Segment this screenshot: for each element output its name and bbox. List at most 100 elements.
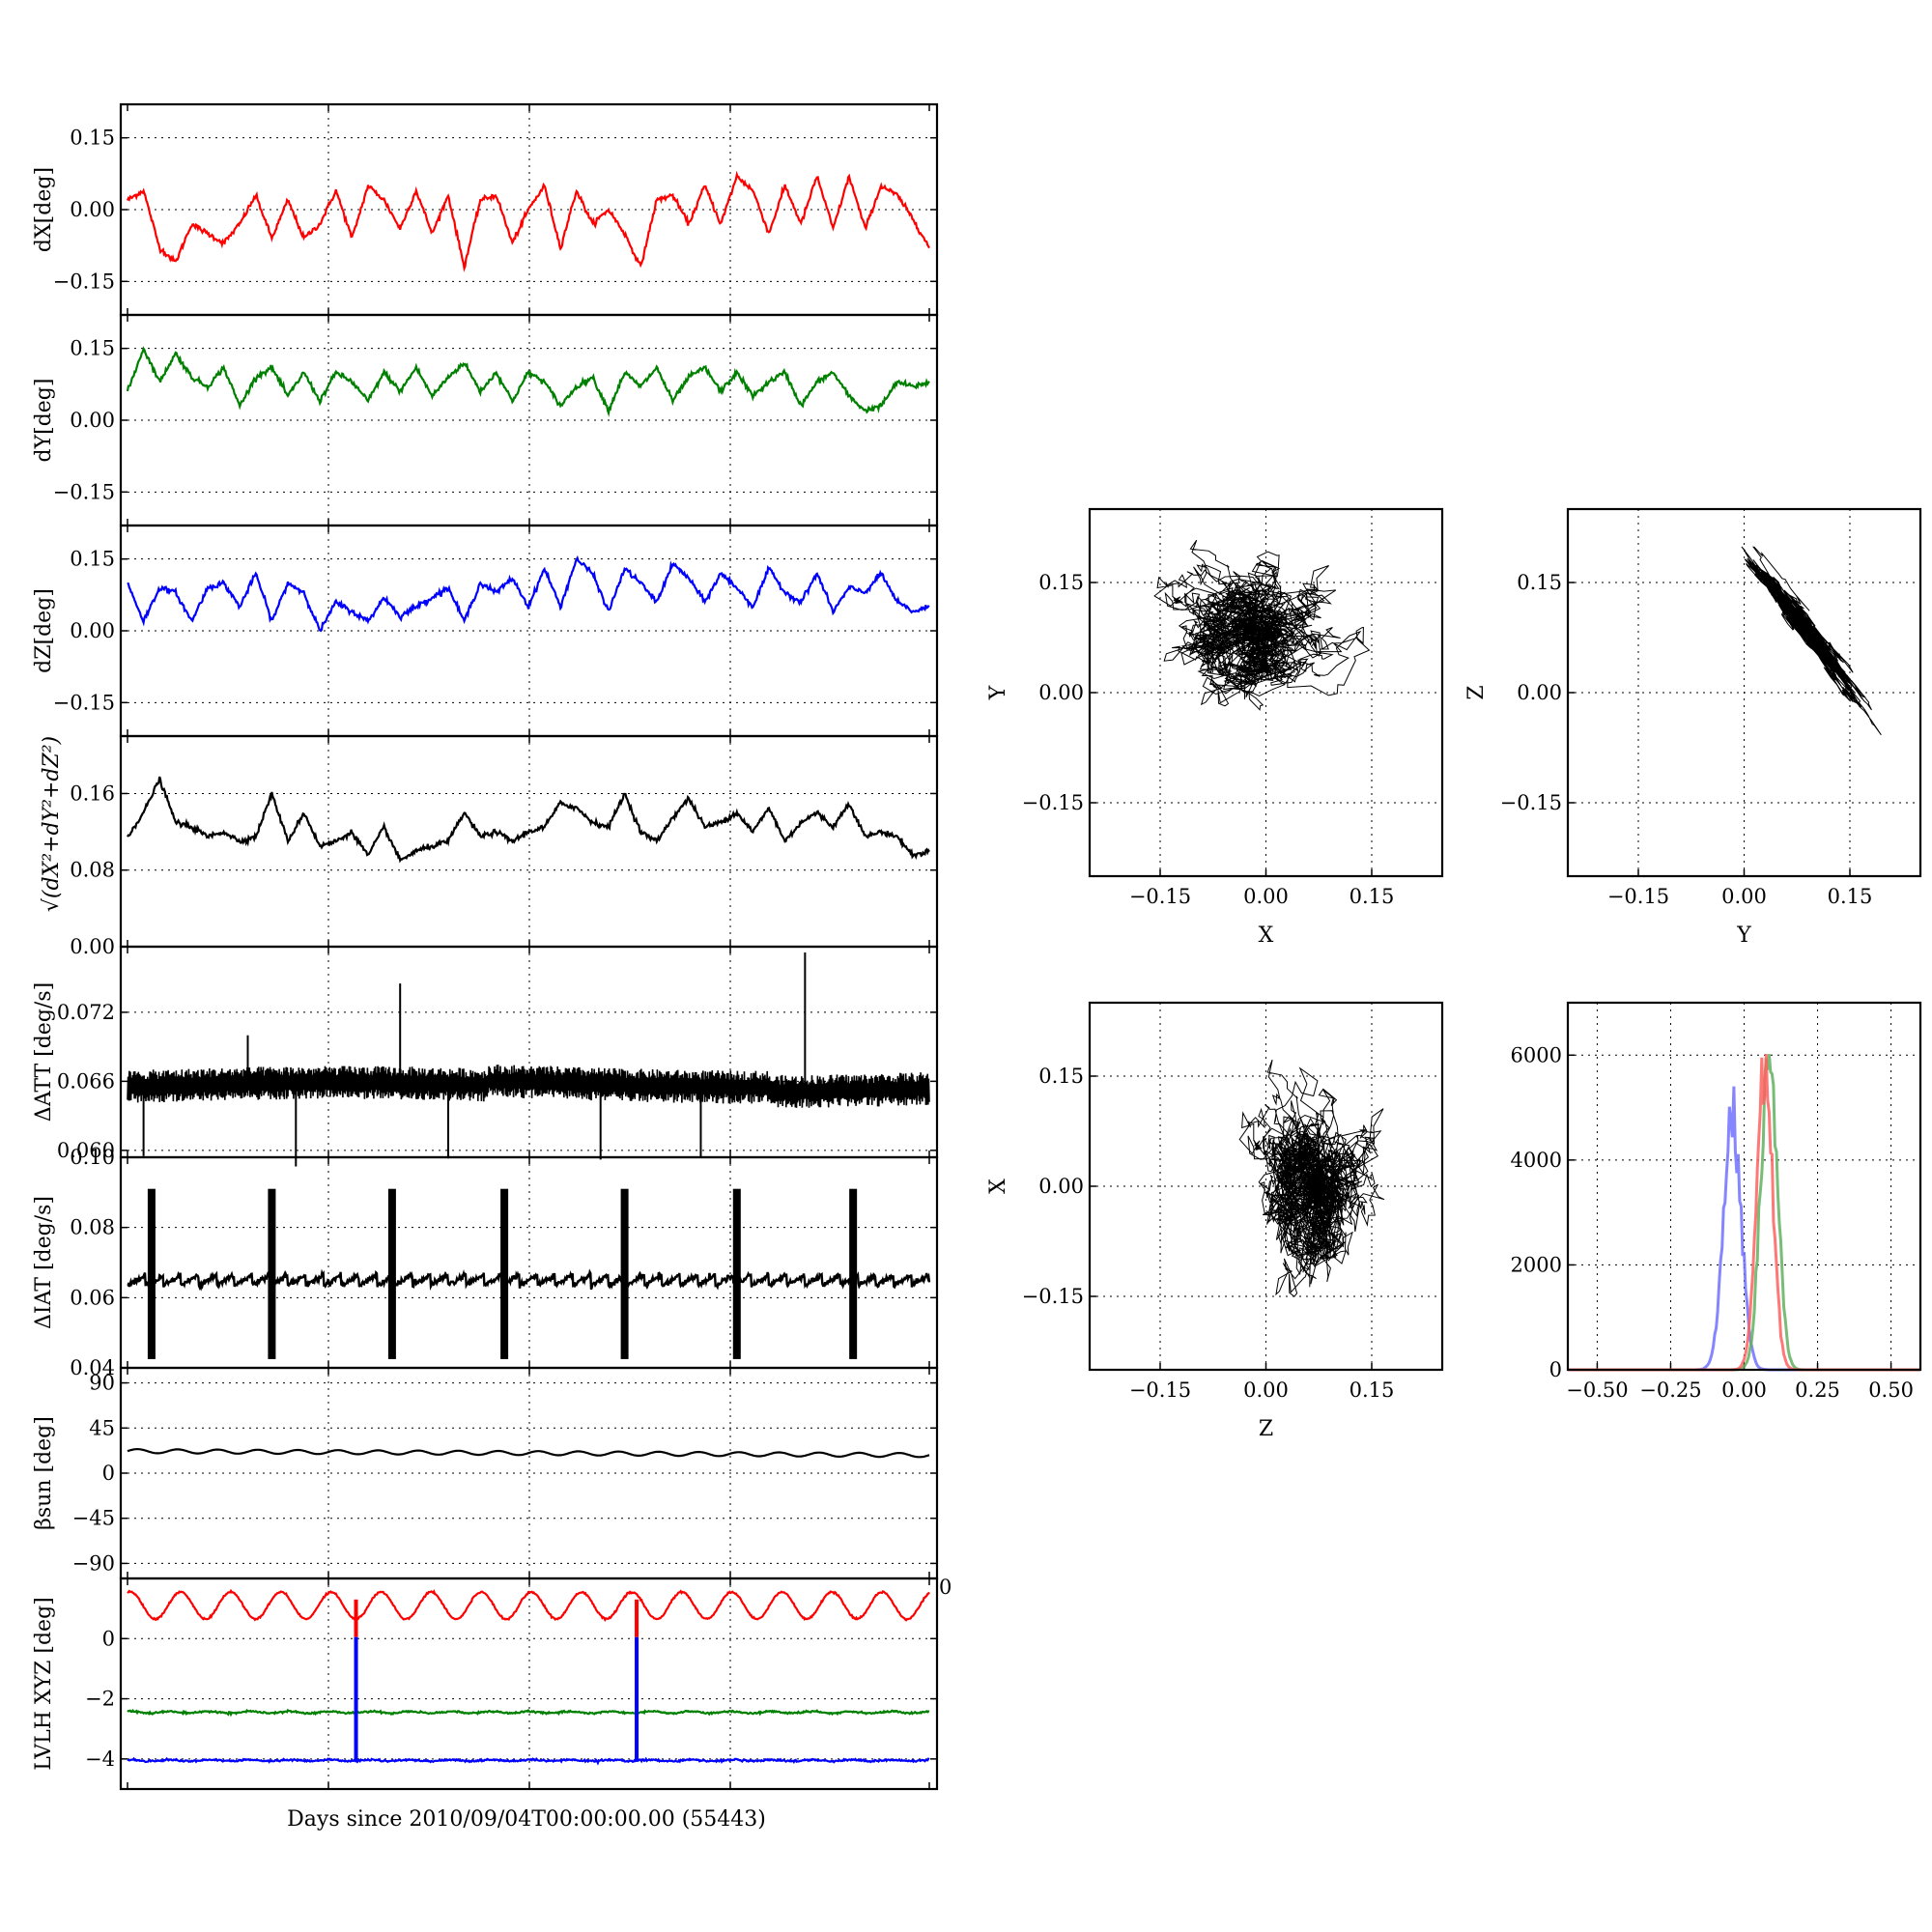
ytick-label: 0.00 <box>1038 681 1084 704</box>
panel-LVLH: −4 −2 0 0 LVLH XYZ [deg] <box>32 1576 952 1791</box>
ylabel-dY: dY[deg] <box>32 379 56 463</box>
event-burst <box>387 1188 396 1359</box>
xtick-label: 0.25 <box>1795 1378 1840 1402</box>
xtick-label: −0.25 <box>1639 1378 1701 1402</box>
scatter-ZX: −0.15 −0.15 0.00 0.00 0.15 0.15 Z X <box>986 1001 1444 1441</box>
panel-R: 0.00 0.08 0.16√(dX²+dY²+dZ²) <box>40 734 939 958</box>
xtick-label: −0.50 <box>1566 1378 1628 1402</box>
xtick-label: −0.15 <box>1129 885 1191 908</box>
scatter-ylabel: Y <box>986 685 1010 700</box>
ytick-label: 2000 <box>1511 1253 1562 1276</box>
event-burst <box>849 1188 858 1359</box>
ytick-label: 0 <box>102 1462 115 1485</box>
xtick-label: −0.15 <box>1607 885 1669 908</box>
ytick-label: 0.066 <box>57 1069 115 1093</box>
ytick-label: −0.15 <box>53 480 115 503</box>
event-burst <box>147 1188 156 1359</box>
event-burst <box>620 1188 629 1359</box>
series-dIAT <box>127 1268 931 1292</box>
ytick-label: 0.08 <box>70 859 115 882</box>
scatter-YZ: −0.15 −0.15 0.00 0.00 0.15 0.15 Y Z <box>1464 507 1922 948</box>
ytick-label: 0.08 <box>70 1216 115 1239</box>
ytick-label: 0.15 <box>70 127 115 150</box>
ytick-label: 4000 <box>1511 1149 1562 1172</box>
xtick-label: 0.15 <box>1828 885 1873 908</box>
scatter-trace <box>1238 1059 1385 1297</box>
ytick-label: −45 <box>72 1507 115 1530</box>
ytick-label: 90 <box>89 1372 115 1395</box>
ytick-label: 0.10 <box>70 1146 115 1169</box>
scatter-trace <box>1153 539 1371 711</box>
panel-dIAT: 0.04 0.06 0.08 0.10 ΔIAT [deg/s] <box>32 1146 939 1379</box>
ytick-label: 0.00 <box>1517 681 1562 704</box>
scatter-xlabel: X <box>1259 923 1274 948</box>
panel-dY: −0.15 0.00 0.15 dY[deg] <box>32 313 939 527</box>
scatter-frame <box>1566 507 1922 878</box>
ytick-label: −90 <box>72 1551 115 1575</box>
extra-tick-label: 0 <box>939 1576 952 1599</box>
ytick-label: 0.00 <box>1038 1175 1084 1198</box>
time-axis-label: Days since 2010/09/04T00:00:00.00 (55443… <box>287 1807 766 1832</box>
ytick-label: 0 <box>1549 1358 1562 1381</box>
ylabel-dZ: dZ[deg] <box>32 588 56 673</box>
ytick-label: 0.04 <box>70 1356 115 1379</box>
xtick-label: 0.00 <box>1243 1378 1289 1402</box>
ytick-label: 0.15 <box>1038 1065 1084 1088</box>
histogram: −0.50 −0.25 0.00 0.25 0.50 0 2000 4000 6000 <box>1511 1001 1922 1402</box>
ytick-label: 0.15 <box>1517 571 1562 594</box>
ytick-label: 45 <box>89 1416 115 1439</box>
ytick-label: 6000 <box>1511 1043 1562 1066</box>
panel-beta: −90 −45 0 45 90 βsun [deg] <box>32 1366 939 1580</box>
ytick-label: 0.15 <box>70 548 115 571</box>
series-dY <box>126 346 930 417</box>
xtick-label: 0.15 <box>1350 1378 1395 1402</box>
ytick-label: 0 <box>102 1627 115 1650</box>
series-lvlh-1 <box>127 1708 930 1718</box>
panel-frame <box>119 1577 939 1791</box>
scatter-trace <box>1741 546 1882 736</box>
ytick-label: −0.15 <box>1022 1285 1084 1308</box>
ytick-label: 0.00 <box>70 409 115 432</box>
scatter-xlabel: Y <box>1736 923 1751 948</box>
ytick-label: 0.00 <box>70 198 115 221</box>
panel-frame <box>119 945 939 1159</box>
ytick-label: 0.15 <box>1038 571 1084 594</box>
series-lvlh-0 <box>127 1588 930 1623</box>
ylabel-dIAT: ΔIAT [deg/s] <box>32 1196 56 1329</box>
histogram-panel: −0.50 −0.25 0.00 0.25 0.50 0 2000 4000 6000 <box>1511 1001 1922 1402</box>
ylabel-dX: dX[deg] <box>32 167 56 252</box>
ytick-label: −2 <box>85 1688 115 1711</box>
hist-frame <box>1566 1001 1922 1372</box>
xtick-label: 0.00 <box>1721 885 1767 908</box>
ylabel-beta: βsun [deg] <box>32 1416 56 1530</box>
series-dX <box>126 170 930 272</box>
event-burst <box>268 1188 276 1359</box>
ytick-label: −0.15 <box>1500 791 1562 814</box>
time-series-panels: −0.15 0.00 0.15 dX[deg] −0.15 0.00 0.15 dY[deg]… <box>32 102 952 1791</box>
ytick-label: 0.060 <box>57 1139 115 1162</box>
panel-dZ: −0.15 0.00 0.15 dZ[deg] <box>32 524 939 738</box>
ytick-label: 0.06 <box>70 1286 115 1309</box>
ylabel-R: √(dX²+dY²+dZ²) <box>40 736 64 912</box>
scatter-xlabel: Z <box>1259 1417 1273 1441</box>
xtick-label: 0.50 <box>1868 1378 1914 1402</box>
xtick-label: 0.00 <box>1243 885 1289 908</box>
ytick-label: 0.15 <box>70 337 115 360</box>
scatter-panels: −0.15 −0.15 0.00 0.00 0.15 0.15 X Y −0.15 −0.15 0.… <box>986 507 1922 1441</box>
series-beta <box>127 1447 930 1459</box>
event-burst <box>732 1188 741 1359</box>
ytick-label: −0.15 <box>53 270 115 293</box>
series-R <box>127 776 930 864</box>
ytick-label: 0.00 <box>70 619 115 642</box>
scatter-XY: −0.15 −0.15 0.00 0.00 0.15 0.15 X Y <box>986 507 1444 948</box>
scatter-ylabel: X <box>986 1179 1010 1194</box>
ytick-label: −0.15 <box>53 691 115 714</box>
xtick-label: −0.15 <box>1129 1378 1191 1402</box>
ytick-label: 0.072 <box>57 1001 115 1024</box>
scatter-frame <box>1088 507 1444 878</box>
panel-dX: −0.15 0.00 0.15 dX[deg] <box>32 102 939 317</box>
ytick-label: −0.15 <box>1022 791 1084 814</box>
ylabel-LVLH: LVLH XYZ [deg] <box>32 1597 56 1771</box>
